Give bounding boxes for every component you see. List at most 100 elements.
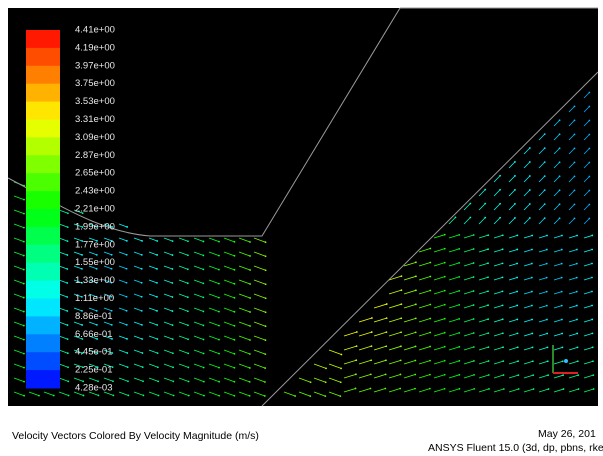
vector-head xyxy=(400,374,402,376)
vector-head xyxy=(339,395,341,397)
vector-head xyxy=(141,282,143,284)
vector-head xyxy=(67,226,69,228)
vector-head xyxy=(529,217,531,219)
vector-head xyxy=(67,338,69,340)
vector-head xyxy=(574,133,576,135)
vector-head xyxy=(294,395,296,397)
vector-head xyxy=(234,297,236,299)
screenshot: 4.41e+004.19e+003.97e+003.75e+003.53e+00… xyxy=(0,0,603,456)
vector-head xyxy=(544,175,546,177)
vector-head xyxy=(544,217,546,219)
vector-head xyxy=(574,105,576,107)
vector-head xyxy=(415,331,417,333)
vector-head xyxy=(399,388,401,390)
vector-head xyxy=(400,345,402,347)
vector-head xyxy=(487,276,489,278)
vector-head xyxy=(544,189,546,191)
vector-head xyxy=(355,373,357,375)
vector-head xyxy=(502,248,504,250)
vector-head xyxy=(172,254,174,256)
vector-head xyxy=(593,388,595,390)
colorbar-label: 2.65e+00 xyxy=(75,168,115,179)
vector-head xyxy=(514,189,516,191)
vector-head xyxy=(233,395,235,397)
vector-head xyxy=(429,304,431,306)
vector-head xyxy=(340,381,342,383)
vector-head xyxy=(546,263,548,265)
vector-head xyxy=(126,268,128,270)
vector-head xyxy=(559,147,561,149)
vector-head xyxy=(126,226,128,228)
vector-head xyxy=(126,324,128,326)
colorbar-label: 4.19e+00 xyxy=(75,42,115,53)
vector-head xyxy=(66,254,68,256)
vector-head xyxy=(559,189,561,191)
vector-head xyxy=(355,388,357,390)
vector-head xyxy=(517,346,519,348)
vector-head xyxy=(562,346,564,348)
vector-head xyxy=(234,353,236,355)
vector-head xyxy=(66,310,68,312)
vector-head xyxy=(141,254,143,256)
vector-head xyxy=(385,345,387,347)
vector-head xyxy=(516,305,518,307)
vector-head xyxy=(141,240,143,242)
vector-head xyxy=(502,360,504,362)
vector-head xyxy=(355,359,357,361)
vector-head xyxy=(546,319,548,321)
vector-head xyxy=(414,374,416,376)
vector-head xyxy=(531,319,533,321)
vector-head xyxy=(249,283,251,285)
vector-head xyxy=(444,304,446,306)
vector-head xyxy=(444,234,446,236)
vector-head xyxy=(429,290,431,292)
vector-head xyxy=(172,240,174,242)
vector-head xyxy=(156,268,158,270)
vector-head xyxy=(458,332,460,334)
vector-head xyxy=(591,277,593,279)
vector-head xyxy=(23,199,25,201)
vector-head xyxy=(588,120,590,122)
vector-head xyxy=(531,277,533,279)
vector-head xyxy=(265,339,267,341)
vector-head xyxy=(415,275,417,277)
vector-head xyxy=(487,346,489,348)
vector-head xyxy=(458,290,460,292)
vector-head xyxy=(473,262,475,264)
vector-head xyxy=(371,345,373,347)
vector-head xyxy=(143,395,145,397)
vector-head xyxy=(561,235,563,237)
vector-head xyxy=(544,133,546,135)
vector-head xyxy=(473,318,475,320)
vector-head xyxy=(516,291,518,293)
vector-head xyxy=(574,119,576,121)
vector-head xyxy=(517,374,519,376)
vector-head xyxy=(265,283,267,285)
vector-head xyxy=(157,352,159,354)
vector-head xyxy=(111,254,113,256)
vector-head xyxy=(142,380,144,382)
vector-head xyxy=(469,217,471,219)
vector-head xyxy=(156,296,158,298)
vector-head xyxy=(577,374,579,376)
colorbar-label: 1.55e+00 xyxy=(75,257,115,268)
vector-head xyxy=(234,269,236,271)
vector-head xyxy=(576,235,578,237)
vector-head xyxy=(23,283,25,285)
vector-head xyxy=(529,147,531,149)
vector-head xyxy=(202,311,204,313)
colorbar-swatch xyxy=(26,227,60,245)
vector-head xyxy=(141,324,143,326)
vector-head xyxy=(429,346,431,348)
footer-title: Velocity Vectors Colored By Velocity Mag… xyxy=(12,430,259,442)
vector-head xyxy=(559,175,561,177)
vector-head xyxy=(576,305,578,307)
vector-head xyxy=(529,203,531,205)
vector-head xyxy=(487,248,489,250)
vector-head xyxy=(371,331,373,333)
vector-head xyxy=(265,269,267,271)
colorbar-label: 3.31e+00 xyxy=(75,114,115,125)
vector-head xyxy=(172,352,174,354)
vector-head xyxy=(473,304,475,306)
footer-date: May 26, 201 xyxy=(538,428,596,440)
